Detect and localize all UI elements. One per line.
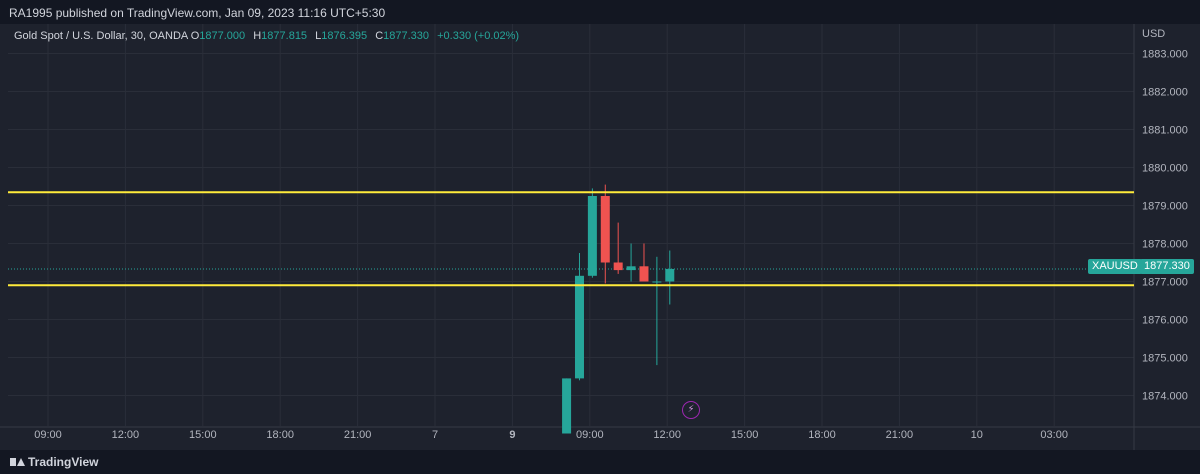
- y-tick-label: 1878.000: [1142, 239, 1188, 251]
- x-tick-label: 18:00: [266, 429, 294, 441]
- symbol-price-tag: XAUUSD: [1088, 259, 1142, 274]
- high-value: 1877.815: [261, 30, 308, 42]
- publish-bar: RA1995 published on TradingView.com, Jan…: [0, 0, 1200, 24]
- x-tick-label: 03:00: [1040, 429, 1068, 441]
- x-tick-label: 9: [509, 429, 515, 441]
- y-tick-label: 1880.000: [1142, 163, 1188, 175]
- open-label: O: [190, 30, 200, 42]
- y-tick-label: 1879.000: [1142, 201, 1188, 213]
- change-value: +0.330 (+0.02%): [437, 30, 520, 42]
- y-tick-label: 1875.000: [1142, 353, 1188, 365]
- x-tick-label: 21:00: [344, 429, 372, 441]
- y-tick-label: 1882.000: [1142, 87, 1188, 99]
- y-tick-label: 1881.000: [1142, 125, 1188, 137]
- candle-body: [639, 266, 649, 282]
- open-value: 1877.000: [199, 30, 246, 42]
- footer-bar: TradingView: [0, 450, 1200, 474]
- close-label: C: [375, 30, 384, 42]
- candle-body: [665, 268, 675, 282]
- candle-body: [562, 378, 572, 434]
- low-label: L: [315, 30, 322, 42]
- high-label: H: [253, 30, 262, 42]
- candle-body: [652, 281, 662, 283]
- x-tick-label: 18:00: [808, 429, 836, 441]
- candle-body: [574, 275, 584, 379]
- last-price-tag: 1877.330: [1140, 259, 1194, 274]
- x-tick-label: 12:00: [653, 429, 681, 441]
- currency-label: USD: [1142, 28, 1165, 40]
- publish-line: RA1995 published on TradingView.com, Jan…: [9, 6, 386, 20]
- candle-body: [626, 266, 636, 271]
- y-tick-label: 1874.000: [1142, 391, 1188, 403]
- tradingview-logo[interactable]: TradingView: [10, 455, 98, 469]
- x-tick-label: 12:00: [112, 429, 140, 441]
- x-tick-label: 15:00: [731, 429, 759, 441]
- brand-name: TradingView: [28, 455, 99, 469]
- lightning-icon[interactable]: ⚡: [682, 401, 700, 419]
- candle-body: [600, 196, 610, 263]
- x-tick-label: 10: [971, 429, 983, 441]
- x-tick-label: 7: [432, 429, 438, 441]
- close-value: 1877.330: [383, 30, 430, 42]
- ohlc-legend: Gold Spot / U.S. Dollar, 30, OANDA O1877…: [14, 30, 524, 42]
- chart-frame[interactable]: [0, 24, 1200, 450]
- x-tick-label: 09:00: [34, 429, 62, 441]
- symbol-title[interactable]: Gold Spot / U.S. Dollar, 30, OANDA: [14, 30, 188, 42]
- tradingview-logo-icon: [10, 457, 25, 467]
- candle-body: [587, 196, 597, 276]
- y-tick-label: 1877.000: [1142, 277, 1188, 289]
- low-value: 1876.395: [321, 30, 368, 42]
- candle-body: [613, 262, 623, 271]
- x-tick-label: 09:00: [576, 429, 604, 441]
- x-tick-label: 15:00: [189, 429, 217, 441]
- y-tick-label: 1876.000: [1142, 315, 1188, 327]
- y-tick-label: 1883.000: [1142, 49, 1188, 61]
- x-tick-label: 21:00: [886, 429, 914, 441]
